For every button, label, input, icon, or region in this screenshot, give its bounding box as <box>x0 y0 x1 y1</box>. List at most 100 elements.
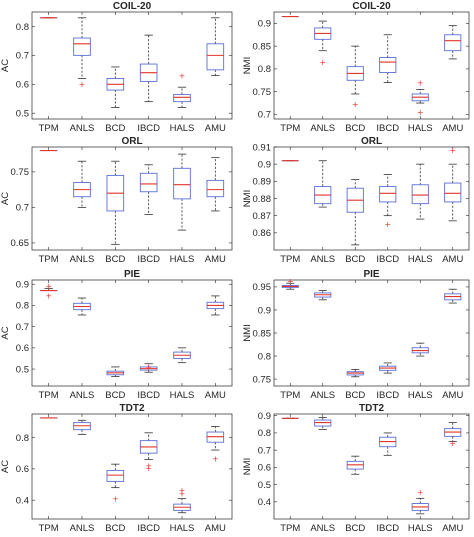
plot-frame <box>273 279 470 387</box>
outlier-marker: + <box>112 494 119 503</box>
box-hals: ++ <box>173 486 191 514</box>
outlier-marker: + <box>145 462 152 471</box>
outlier-marker: + <box>449 146 456 155</box>
box-anls <box>73 419 91 435</box>
x-tick-label: AMU <box>442 254 463 265</box>
y-tick-label: 0.8 <box>16 301 29 312</box>
box-anls <box>314 417 332 430</box>
y-tick-label: 0.7 <box>16 51 29 62</box>
outlier-marker: + <box>145 464 152 473</box>
x-tick-label: IBCD <box>137 123 160 134</box>
panel-title: PIE <box>363 269 379 280</box>
box-anls <box>314 160 332 208</box>
iqr-box <box>444 182 462 203</box>
y-tick-label: 0.6 <box>16 343 29 354</box>
outlier-marker: + <box>179 486 186 495</box>
plot-frame <box>273 146 470 251</box>
y-tick-label: 0.9 <box>258 411 271 422</box>
y-tick-label: 0.85 <box>253 328 272 339</box>
y-axis-label: NMI <box>242 190 253 207</box>
outlier-marker: + <box>179 71 186 80</box>
box-hals <box>173 347 191 364</box>
panel-orl-ac: ORL AC 0.65 0.7 0.75 TPM ANLS BCD IBCD HALS AMU <box>0 136 233 265</box>
iqr-box <box>206 43 225 71</box>
y-axis-label: AC <box>0 192 11 205</box>
outlier-marker: + <box>45 282 52 291</box>
x-tick-label: TPM <box>280 523 300 534</box>
x-tick-label: ANLS <box>310 390 335 401</box>
box-tpm: + <box>281 277 299 290</box>
box-bcd <box>346 179 364 246</box>
panel-pie-nmi: PIE NMI 0.75 0.8 0.85 0.9 0.95 TPM ANLS BCD IBCD HA… <box>242 269 470 401</box>
y-tick-label: 0.6 <box>258 463 271 474</box>
y-tick-label: 0.75 <box>253 87 272 98</box>
y-tick-label: 0.87 <box>253 211 272 222</box>
y-tick-label: 0.6 <box>16 464 29 475</box>
panel-title: TDT2 <box>359 403 384 414</box>
plot-frame <box>273 11 470 120</box>
x-tick-label: IBCD <box>137 523 160 534</box>
box-ibcd: + <box>379 174 397 229</box>
plot-frame <box>31 11 233 120</box>
outlier-marker: + <box>417 108 424 117</box>
iqr-box <box>73 37 91 56</box>
outlier-marker: + <box>417 78 424 87</box>
x-tick-label: AMU <box>205 523 226 534</box>
y-axis-label: NMI <box>242 458 253 475</box>
x-tick-label: BCD <box>345 390 365 401</box>
box-amu: + <box>206 426 225 463</box>
box-tpm: ++ <box>39 282 58 301</box>
panel-title: ORL <box>121 136 142 147</box>
plot-frame <box>31 413 233 520</box>
x-tick-label: BCD <box>105 123 125 134</box>
outlier-marker: + <box>287 277 294 286</box>
y-tick-label: 0.7 <box>258 110 271 121</box>
x-tick-label: BCD <box>345 523 365 534</box>
y-tick-label: 0.9 <box>258 159 271 170</box>
x-tick-label: BCD <box>105 523 125 534</box>
x-tick-label: AMU <box>205 254 226 265</box>
y-tick-label: 0.6 <box>16 80 29 91</box>
iqr-box <box>379 57 397 74</box>
x-tick-label: HALS <box>408 123 433 134</box>
x-tick-label: HALS <box>170 123 195 134</box>
y-tick-label: 0.5 <box>258 480 271 491</box>
x-tick-label: IBCD <box>376 390 399 401</box>
iqr-box <box>206 179 225 198</box>
y-tick-label: 0.7 <box>258 445 271 456</box>
outlier-marker: + <box>384 220 391 229</box>
box-anls: + <box>73 17 91 89</box>
y-tick-label: 0.7 <box>16 322 29 333</box>
box-bcd: + <box>106 463 125 503</box>
x-tick-label: HALS <box>170 523 195 534</box>
plot-frame <box>31 279 233 387</box>
panel-tdt2-nmi: TDT2 NMI 0.4 0.5 0.6 0.7 0.8 0.9 TPM ANLS BCD IBCD H… <box>242 403 470 534</box>
outlier-marker: + <box>449 439 456 448</box>
box-bcd <box>346 369 364 378</box>
outlier-marker: + <box>79 80 86 89</box>
plot-frame <box>273 413 470 520</box>
panel-title: COIL-20 <box>352 1 391 12</box>
y-tick-label: 0.8 <box>16 433 29 444</box>
x-tick-label: BCD <box>105 390 125 401</box>
box-anls: + <box>314 20 332 67</box>
x-tick-label: IBCD <box>376 523 399 534</box>
box-ibcd <box>379 34 397 83</box>
box-bcd <box>106 366 125 377</box>
x-tick-label: ANLS <box>70 523 95 534</box>
x-tick-label: HALS <box>170 390 195 401</box>
x-tick-label: AMU <box>442 390 463 401</box>
box-ibcd <box>139 34 158 103</box>
y-tick-label: 0.86 <box>253 228 272 239</box>
y-axis-label: NMI <box>242 57 253 74</box>
x-tick-label: TPM <box>280 123 300 134</box>
box-ibcd: ++ <box>139 432 158 473</box>
box-hals <box>411 342 429 357</box>
x-tick-label: TPM <box>39 254 59 265</box>
panel-coil-20-nmi: COIL-20 NMI 0.7 0.75 0.8 0.85 0.9 TPM ANLS BCD IBC… <box>242 1 470 134</box>
y-tick-label: 0.8 <box>258 64 271 75</box>
box-amu <box>206 295 225 316</box>
box-amu <box>206 157 225 212</box>
